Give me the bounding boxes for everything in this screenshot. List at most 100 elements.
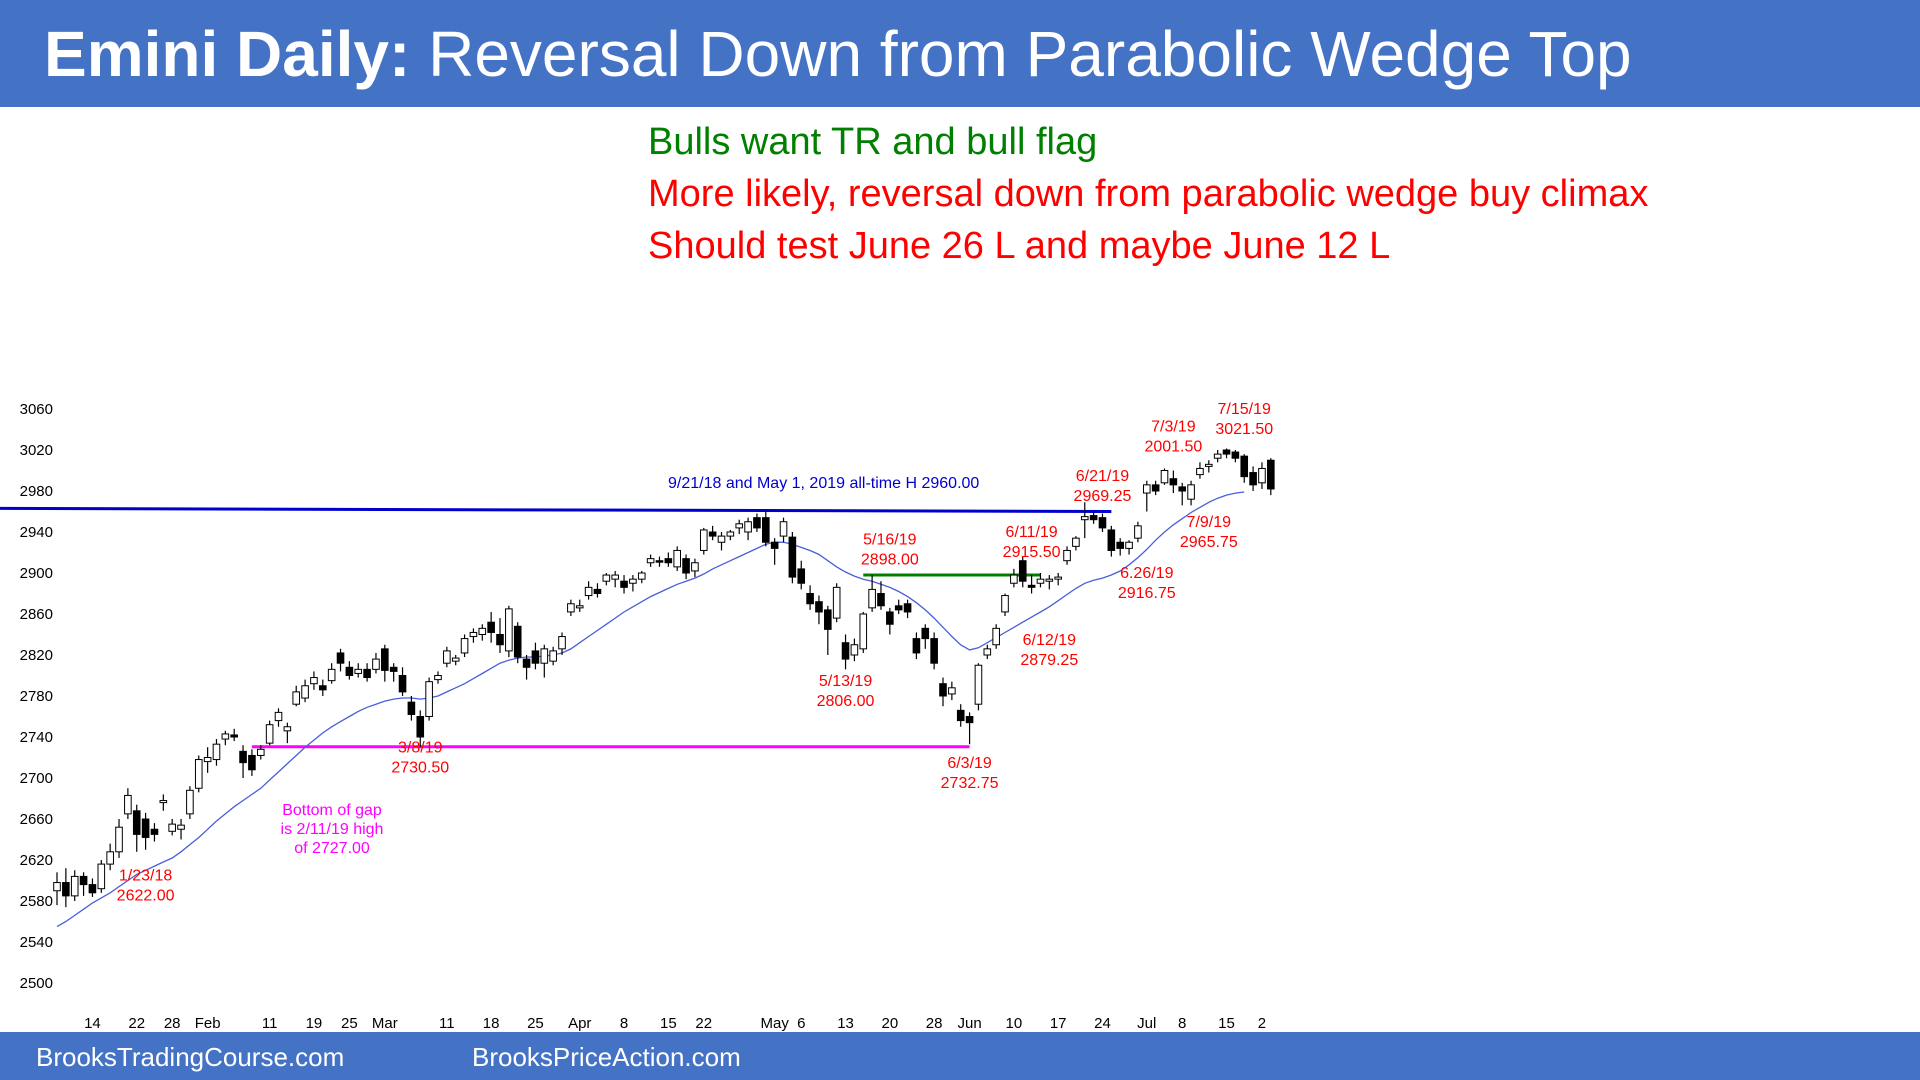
y-tick-label: 2780 [20, 688, 53, 705]
candle-body [859, 613, 868, 650]
price-label: 6.26/19 [1120, 565, 1173, 582]
candle-body [460, 638, 469, 654]
candle-body [1231, 451, 1240, 459]
price-label: 6/21/19 [1076, 468, 1129, 485]
candle-body [1205, 463, 1213, 467]
candle-body [974, 664, 983, 705]
candle-body [97, 863, 106, 890]
x-tick-label: 19 [306, 1015, 323, 1032]
x-tick-label: 20 [881, 1015, 898, 1032]
candle-body [584, 586, 593, 597]
candle-body [1098, 517, 1107, 529]
candle-body [239, 750, 247, 764]
candle-body [850, 644, 859, 656]
price-label: 6/3/19 [947, 755, 992, 772]
candle-body [664, 558, 673, 564]
candle-body [673, 549, 682, 568]
candle-body [611, 574, 619, 580]
y-tick-label: 2900 [20, 565, 53, 582]
candle-body [1142, 484, 1151, 494]
candle-body [1249, 472, 1257, 486]
candle-body [1027, 584, 1036, 588]
candle-body [930, 638, 938, 664]
candle-body [1134, 525, 1142, 539]
candle-body [549, 650, 557, 662]
candle-body [425, 681, 433, 718]
candle-body [292, 691, 301, 705]
candle-body [274, 711, 283, 722]
candle-body [487, 621, 495, 633]
candle-body [203, 757, 212, 763]
candle-body [132, 810, 141, 835]
y-tick-label: 2500 [20, 975, 53, 992]
x-tick-label: 15 [660, 1015, 677, 1032]
candle-body [221, 733, 230, 740]
candle-body [806, 593, 814, 605]
y-tick-label: 2580 [20, 893, 53, 910]
price-label: 2001.50 [1144, 439, 1202, 456]
candle-body [256, 748, 265, 756]
price-label: 2898.00 [861, 551, 919, 568]
candle-body [841, 642, 850, 660]
candle-body [983, 648, 992, 656]
candle-body [1240, 455, 1249, 478]
candle-body [478, 627, 487, 635]
price-label: 6/12/19 [1023, 632, 1076, 649]
candle-body [956, 709, 965, 722]
candle-body [389, 666, 398, 672]
candle-body [327, 668, 336, 682]
candle-body [1010, 574, 1018, 584]
x-tick-label: 8 [620, 1015, 628, 1032]
candle-body [868, 588, 876, 609]
headline-test: Should test June 26 L and maybe June 12 … [648, 225, 1391, 267]
candle-body [513, 625, 522, 658]
title-bar [0, 0, 1920, 107]
candle-body [948, 687, 956, 695]
candle-body [168, 823, 176, 832]
x-tick-label: 25 [527, 1015, 544, 1032]
candle-body [443, 650, 451, 664]
candle-body [646, 558, 655, 564]
price-label: 2730.50 [391, 759, 449, 776]
candle-body [531, 650, 540, 664]
price-label: 2965.75 [1180, 534, 1238, 551]
candle-body [1267, 459, 1275, 490]
candle-body [363, 668, 371, 679]
candle-body [1151, 484, 1160, 492]
footer-link-brookstradingcourse[interactable]: BrooksTradingCourse.com [36, 1042, 345, 1072]
support-label: of 2727.00 [294, 840, 370, 857]
price-label: 5/13/19 [819, 673, 872, 690]
candle-body [832, 586, 841, 619]
x-tick-label: Jul [1137, 1015, 1156, 1032]
x-tick-label: 2 [1258, 1015, 1266, 1032]
candle-body [345, 666, 354, 676]
candle-body [558, 636, 566, 650]
candle-body [416, 716, 425, 738]
footer-link-brookspriceaction[interactable]: BrooksPriceAction.com [472, 1042, 741, 1072]
candle-body [177, 824, 185, 830]
candle-body [788, 536, 797, 578]
price-label: 2622.00 [117, 888, 175, 905]
candle-body [194, 759, 203, 789]
candle-body [824, 609, 832, 630]
candle-body [150, 828, 159, 835]
y-tick-label: 2740 [20, 729, 53, 746]
candle-body [398, 675, 407, 693]
y-tick-label: 3020 [20, 442, 53, 459]
candle-body [699, 529, 708, 551]
x-tick-label: May [760, 1015, 789, 1032]
candle-body [310, 677, 318, 685]
x-tick-label: 22 [695, 1015, 712, 1032]
price-label: 2916.75 [1118, 585, 1176, 602]
candle-body [540, 648, 549, 664]
candle-body [1107, 529, 1116, 551]
candle-body [1063, 549, 1071, 562]
candle-body [921, 627, 930, 640]
candle-body [62, 882, 70, 897]
candle-body [496, 634, 504, 646]
candle-body [434, 675, 442, 681]
title-bold: Emini Daily: [44, 18, 411, 90]
candle-body [762, 517, 770, 543]
candle-body [575, 605, 584, 609]
price-label: 7/3/19 [1151, 419, 1196, 436]
